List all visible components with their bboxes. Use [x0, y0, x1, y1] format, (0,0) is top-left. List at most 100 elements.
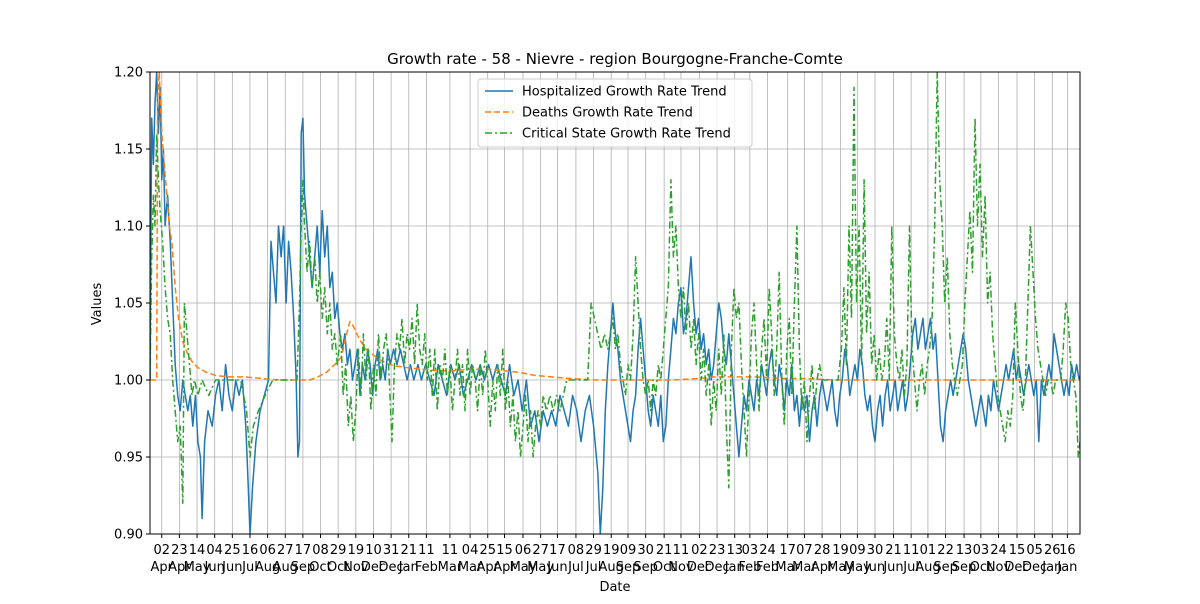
x-tick-day-label: 19: [603, 543, 620, 558]
x-tick-day-label: 17: [779, 543, 796, 558]
legend-label: Critical State Growth Rate Trend: [522, 127, 731, 142]
y-tick-label: 1.10: [114, 220, 143, 235]
x-tick-month-label: Aug: [255, 560, 280, 575]
x-tick-month-label: Jun: [221, 560, 242, 575]
x-tick-day-label: 07: [796, 543, 813, 558]
y-tick-label: 1.00: [114, 374, 143, 389]
x-tick-day-label: 04: [206, 543, 223, 558]
y-ticks: 0.90 0.95 1.00 1.05 1.10 1.15 1.20: [114, 66, 150, 543]
x-tick-month-label: Nov: [343, 560, 369, 575]
x-tick-day-label: 15: [496, 543, 513, 558]
x-tick-month-label: Apr: [151, 560, 174, 575]
x-tick-day-label: 03: [973, 543, 990, 558]
x-tick-day-label: 19: [348, 543, 365, 558]
x-tick-day-label: 23: [709, 543, 726, 558]
x-tick-month-label: Sep: [933, 560, 958, 575]
x-tick-day-label: 21: [656, 543, 673, 558]
x-tick-day-label: 11: [673, 543, 690, 558]
x-tick-month-label: May: [527, 560, 554, 575]
x-tick-day-label: 19: [832, 543, 849, 558]
y-tick-label: 0.95: [114, 451, 143, 466]
series-line-critical-state: [150, 72, 1080, 504]
x-tick-month-label: Feb: [756, 560, 779, 575]
x-tick-month-label: Mar: [792, 560, 817, 575]
x-tick-month-label: May: [510, 560, 537, 575]
x-tick-month-label: Apr: [476, 560, 499, 575]
legend: Hospitalized Growth Rate Trend Deaths Gro…: [477, 78, 753, 148]
x-tick-month-label: Dec: [361, 560, 386, 575]
y-tick-label: 0.90: [114, 528, 143, 543]
x-tick-month-label: Jun: [546, 560, 567, 575]
x-tick-day-label: 06: [259, 543, 276, 558]
x-tick-day-label: 16: [1059, 543, 1076, 558]
x-tick-month-label: Oct: [327, 560, 349, 575]
x-tick-day-label: 17: [295, 543, 312, 558]
x-tick-day-label: 15: [1009, 543, 1026, 558]
x-tick-month-label: Jul: [902, 560, 919, 575]
x-tick-day-label: 21: [400, 543, 417, 558]
x-tick-day-label: 17: [549, 543, 566, 558]
x-tick-month-label: Dec: [687, 560, 712, 575]
x-tick-month-label: Aug: [599, 560, 624, 575]
x-tick-day-label: 26: [1044, 543, 1061, 558]
x-tick-month-label: Mar: [775, 560, 800, 575]
x-tick-day-label: 31: [383, 543, 400, 558]
x-tick-month-label: Nov: [668, 560, 694, 575]
x-tick-month-label: Jan: [1041, 560, 1062, 575]
x-tick-day-label: 14: [189, 543, 206, 558]
x-tick-day-label: 23: [171, 543, 188, 558]
x-tick-month-label: Oct: [309, 560, 331, 575]
x-tick-day-label: 27: [532, 543, 549, 558]
x-tick-month-label: May: [844, 560, 871, 575]
x-tick-month-label: Jun: [204, 560, 225, 575]
x-tick-month-label: Jan: [1056, 560, 1077, 575]
x-tick-day-label: 09: [849, 543, 866, 558]
x-tick-day-label: 08: [312, 543, 329, 558]
x-tick-month-label: Feb: [738, 560, 761, 575]
x-tick-month-label: Aug: [915, 560, 940, 575]
series-line-hospitalized: [150, 72, 1080, 534]
x-tick-month-label: Aug: [273, 560, 298, 575]
x-tick-day-label: 28: [814, 543, 831, 558]
x-tick-month-label: Jul: [585, 560, 602, 575]
series-line-deaths: [150, 72, 1080, 381]
legend-box: [477, 78, 753, 148]
x-tick-day-label: 10: [365, 543, 382, 558]
y-tick-label: 1.15: [114, 143, 143, 158]
x-tick-month-label: Mar: [458, 560, 483, 575]
x-tick-day-label: 30: [637, 543, 654, 558]
x-tick-month-label: Jan: [724, 560, 745, 575]
x-tick-month-label: Jun: [882, 560, 903, 575]
x-tick-month-label: Sep: [952, 560, 977, 575]
legend-label: Deaths Growth Rate Trend: [522, 106, 693, 121]
x-tick-day-label: 01: [920, 543, 937, 558]
x-tick-month-label: Dec: [1022, 560, 1047, 575]
x-tick-day-label: 05: [1026, 543, 1043, 558]
x-tick-day-label: 09: [620, 543, 637, 558]
plot-lines: [150, 72, 1080, 534]
x-tick-day-label: 25: [224, 543, 241, 558]
x-tick-day-label: 30: [867, 543, 884, 558]
x-tick-day-label: 13: [956, 543, 973, 558]
x-tick-day-label: 06: [515, 543, 532, 558]
x-tick-month-label: Oct: [653, 560, 675, 575]
y-axis-label: Values: [90, 283, 105, 326]
x-tick-day-label: 13: [726, 543, 743, 558]
x-tick-month-label: Jan: [398, 560, 419, 575]
x-tick-day-label: 29: [330, 543, 347, 558]
x-tick-day-label: 02: [691, 543, 708, 558]
x-tick-day-label: 21: [885, 543, 902, 558]
x-tick-day-label: 27: [277, 543, 294, 558]
x-tick-month-label: Nov: [986, 560, 1012, 575]
x-tick-month-label: Dec: [704, 560, 729, 575]
x-tick-month-label: Oct: [970, 560, 992, 575]
x-tick-day-label: 24: [759, 543, 776, 558]
x-tick-month-label: Dec: [1004, 560, 1029, 575]
x-tick-month-label: Apr: [168, 560, 191, 575]
x-tick-day-label: 22: [937, 543, 954, 558]
x-tick-day-label: 25: [479, 543, 496, 558]
x-tick-day-label: 04: [462, 543, 479, 558]
x-tick-month-label: Sep: [616, 560, 641, 575]
